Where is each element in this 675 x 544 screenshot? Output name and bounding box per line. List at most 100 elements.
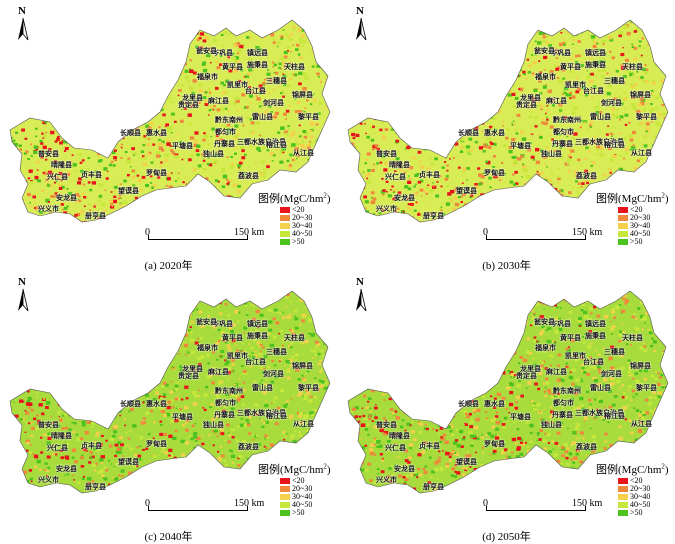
county-label: 黔东南州 [553,115,581,125]
county-label: 独山县 [541,420,562,430]
legend-swatch [280,223,290,229]
county-label: 长顺县 [120,128,141,138]
legend-title: 图例(MgC/hm2) [258,190,331,206]
county-label: 福泉市 [197,72,218,82]
scale-tick [585,506,586,511]
county-label: 镇远县 [585,319,606,329]
county-label: 黎平县 [298,112,319,122]
legend-swatch [280,239,290,245]
legend-swatch [618,478,628,484]
county-label: 荔波县 [238,171,259,181]
county-label: 锦屏县 [292,90,313,100]
county-label: 麻江县 [546,367,567,377]
county-label: 长顺县 [120,399,141,409]
county-label: 贞丰县 [81,170,102,180]
county-label: 剑河县 [601,98,622,108]
legend-title-text: 图例(MgC/hm [596,464,661,476]
county-label: 天柱县 [622,62,643,72]
county-label: 台江县 [583,86,604,96]
north-arrow-icon [352,277,372,313]
county-label: 麻江县 [208,367,229,377]
county-label: 兴义市 [38,204,59,214]
county-label: 施秉县 [247,60,268,70]
county-label: 惠水县 [484,399,505,409]
scale-line [486,239,586,240]
legend-item: >50 [618,238,669,246]
county-label: 罗甸县 [146,439,167,449]
county-label: 从江县 [631,419,652,429]
county-label: 龙里县 [520,364,541,374]
legend-title: 图例(MgC/hm2) [258,461,331,477]
county-label: 黎平县 [298,383,319,393]
county-label: 锦屏县 [630,361,651,371]
county-label: 麻江县 [546,96,567,106]
scale-tick [486,235,487,240]
legend-item: 40~50 [618,230,669,238]
county-label: 荔波县 [576,442,597,452]
county-label: 瓮安县 [196,46,217,56]
north-arrow-icon [352,6,372,42]
legend-swatch [280,231,290,237]
county-label: 龙里县 [520,93,541,103]
county-label: 镇远县 [247,48,268,58]
scale-tick [486,506,487,511]
county-label: 兴仁县 [385,172,406,182]
county-label: 荔波县 [576,171,597,181]
county-label: 惠水县 [146,399,167,409]
county-label: 雷山县 [590,383,611,393]
north-arrow-icon [14,6,34,42]
county-label: 黄平县 [560,62,581,72]
north-arrow: N [14,277,34,313]
legend-item: >50 [280,509,331,517]
county-label: 丹寨县 [552,410,573,420]
county-label: 三穗县 [604,347,625,357]
county-label: 榕江县 [604,411,625,421]
county-label: 都匀市 [215,127,236,137]
county-label: 黔东南州 [215,386,243,396]
legend-title: 图例(MgC/hm2) [596,461,669,477]
county-label: 罗甸县 [484,168,505,178]
county-label: 福泉市 [535,72,556,82]
legend-title-text: 图例(MgC/hm [596,193,661,205]
county-label: 都匀市 [215,398,236,408]
county-label: 剑河县 [601,369,622,379]
county-label: 黄平县 [560,333,581,343]
county-label: 丹寨县 [552,139,573,149]
county-label: 黔东南州 [215,115,243,125]
county-label: 雷山县 [252,383,273,393]
county-label: 福泉市 [535,343,556,353]
county-label: 安龙县 [56,193,77,203]
legend-item: >50 [618,509,669,517]
county-label: 剑河县 [263,98,284,108]
legend-swatch [280,478,290,484]
legend-title-end: ) [327,193,331,205]
county-label: 榕江县 [266,140,287,150]
county-label: 台江县 [583,357,604,367]
county-label: 安龙县 [56,464,77,474]
legend-swatch [618,239,628,245]
county-label: 天柱县 [284,333,305,343]
scale-line [486,510,586,511]
county-label: 龙里县 [182,93,203,103]
county-label: 黔东南州 [553,386,581,396]
legend-label: >50 [292,509,305,517]
county-label: 普安县 [38,149,59,159]
county-label: 望谟县 [118,186,139,196]
county-label: 兴义市 [376,204,397,214]
legend-swatch [618,502,628,508]
county-label: 台江县 [245,86,266,96]
legend-swatch [618,231,628,237]
county-label: 晴隆县 [389,160,410,170]
county-label: 都匀市 [553,127,574,137]
county-label: 平塘县 [510,141,531,151]
county-label: 都匀市 [553,398,574,408]
county-label: 天柱县 [622,333,643,343]
county-label: 安龙县 [394,193,415,203]
county-label: 长顺县 [458,399,479,409]
county-label: 独山县 [541,149,562,159]
